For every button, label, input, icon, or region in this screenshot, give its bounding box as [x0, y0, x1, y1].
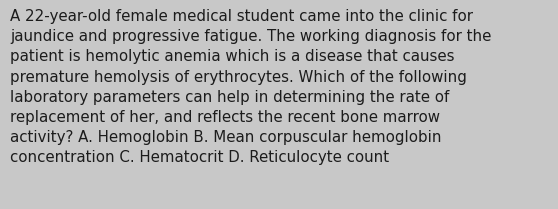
Text: A 22-year-old female medical student came into the clinic for
jaundice and progr: A 22-year-old female medical student cam…: [10, 9, 492, 165]
